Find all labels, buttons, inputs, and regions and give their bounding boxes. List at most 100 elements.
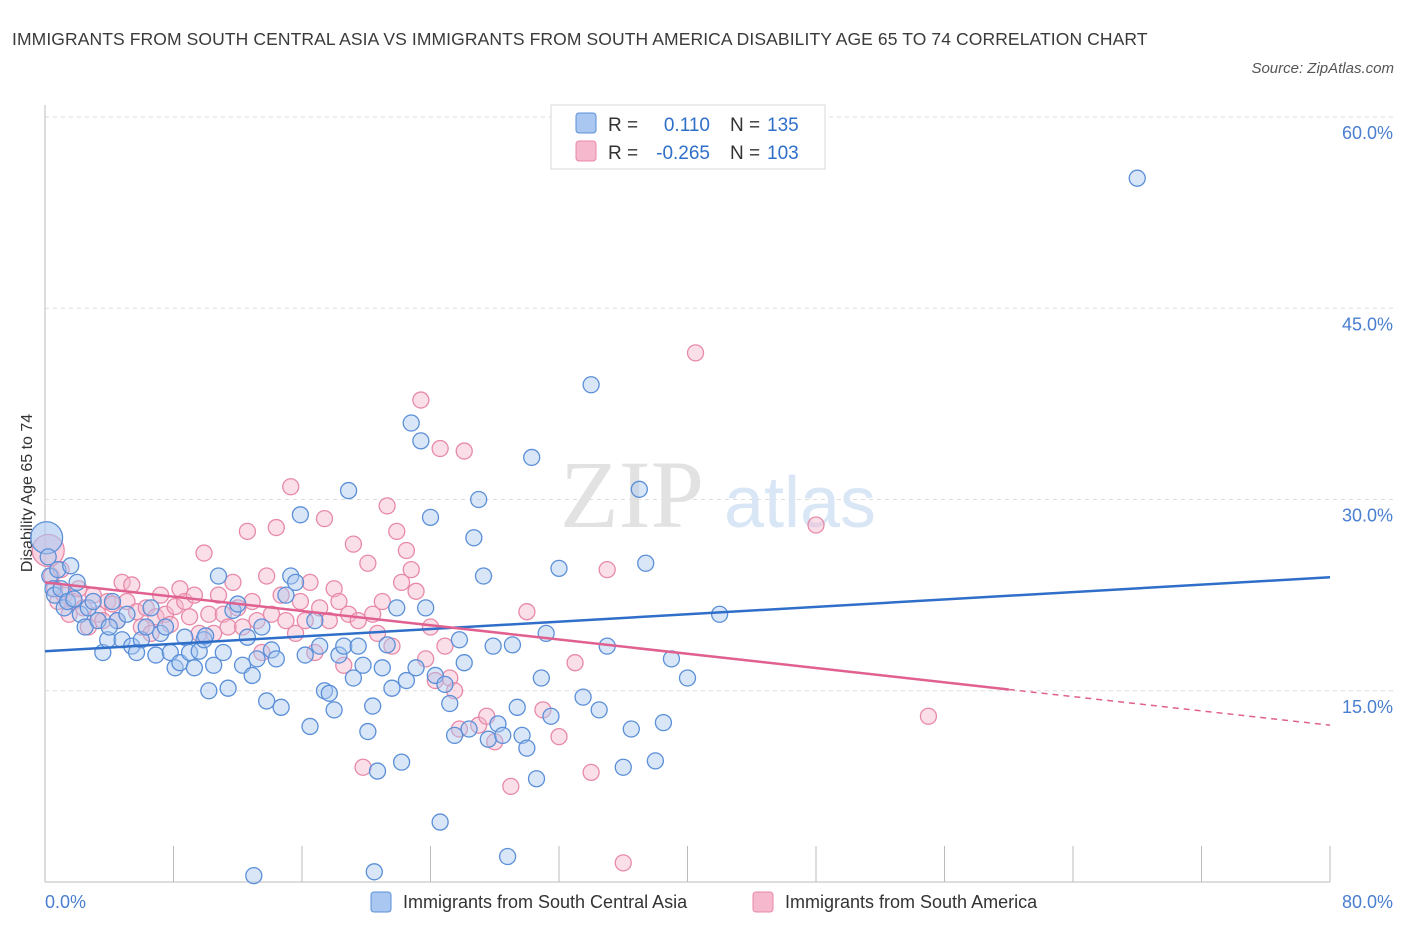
point-south-america [359, 554, 377, 572]
point-south-central-asia [301, 717, 319, 736]
point-south-central-asia [392, 753, 411, 771]
point-south-central-asia [412, 432, 430, 450]
trend-line-south-america [44, 581, 1009, 691]
y-tick-label-15: 15.0% [1342, 697, 1393, 717]
point-south-america [518, 603, 536, 621]
top-legend: R = 0.110 N = 135 R = -0.265 N = 103 [550, 104, 826, 170]
point-south-central-asia [315, 682, 334, 700]
point-south-central-asia [445, 726, 464, 745]
point-south-america [238, 522, 257, 541]
point-south-central-asia [296, 646, 314, 664]
point-south-america [258, 567, 276, 585]
point-south-central-asia [498, 847, 517, 866]
point-south-central-asia [417, 599, 435, 617]
point-south-central-asia [450, 631, 469, 649]
point-south-america [412, 391, 430, 409]
point-south-central-asia [335, 637, 353, 655]
point-south-central-asia [368, 762, 387, 780]
point-south-central-asia [407, 659, 425, 677]
point-south-central-asia [29, 521, 64, 555]
point-south-central-asia [214, 643, 232, 662]
point-south-central-asia [339, 481, 358, 500]
point-south-central-asia [637, 554, 655, 572]
legend-r-label-blue: R = [608, 115, 638, 136]
legend-box [550, 104, 826, 170]
point-south-america [200, 605, 218, 623]
point-south-central-asia [431, 813, 449, 831]
point-south-central-asia [582, 376, 600, 394]
point-south-central-asia [518, 739, 536, 757]
point-south-central-asia [678, 669, 697, 687]
point-south-central-asia [219, 679, 237, 697]
point-south-america [388, 522, 406, 541]
point-south-central-asia [84, 592, 102, 611]
point-south-america [344, 535, 363, 553]
point-south-central-asia [68, 573, 86, 592]
point-south-central-asia [100, 618, 118, 636]
point-south-central-asia [306, 611, 324, 630]
point-south-america [262, 605, 281, 623]
point-south-central-asia [65, 590, 83, 608]
bottom-legend-swatch-pink [752, 891, 774, 913]
point-south-central-asia [147, 646, 165, 664]
point-south-america [214, 605, 232, 623]
point-south-america [686, 344, 705, 362]
point-south-central-asia [62, 557, 80, 575]
point-south-central-asia [311, 637, 329, 655]
point-south-central-asia [344, 669, 363, 687]
point-south-central-asia [373, 659, 391, 677]
point-south-central-asia [590, 701, 608, 719]
bottom-legend-label-blue: Immigrants from South Central Asia [403, 892, 688, 912]
bottom-legend-label-pink: Immigrants from South America [785, 892, 1038, 912]
point-south-central-asia [39, 548, 57, 566]
point-south-america [282, 478, 300, 496]
watermark-atlas: atlas [724, 463, 876, 543]
legend-n-value-blue: 135 [767, 115, 799, 136]
point-south-america [807, 516, 825, 534]
point-south-central-asia [142, 599, 160, 617]
point-south-central-asia [156, 618, 175, 636]
x-tick-min: 0.0% [45, 892, 86, 912]
point-south-central-asia [238, 628, 257, 646]
point-south-central-asia [646, 752, 665, 770]
point-south-america [180, 608, 199, 626]
point-south-central-asia [291, 506, 310, 524]
point-south-central-asia [378, 636, 396, 654]
point-south-america [233, 618, 252, 636]
x-tick-max: 80.0% [1342, 892, 1393, 912]
grid [45, 116, 1393, 692]
point-south-america [315, 509, 334, 528]
point-south-america [209, 586, 228, 604]
point-south-central-asia [436, 675, 454, 694]
point-south-central-asia [460, 720, 478, 738]
point-south-america [301, 573, 319, 592]
point-south-america [378, 497, 396, 515]
point-south-central-asia [248, 650, 266, 668]
point-south-america [272, 586, 290, 604]
point-south-central-asia [320, 684, 338, 702]
point-south-central-asia [243, 666, 261, 685]
point-south-central-asia [118, 605, 136, 623]
point-south-central-asia [286, 573, 305, 592]
point-south-central-asia [523, 448, 541, 467]
point-south-america [320, 611, 338, 630]
point-south-america [392, 573, 411, 592]
legend-n-label-blue: N = [730, 115, 760, 136]
point-south-central-asia [196, 627, 215, 645]
point-south-america [373, 592, 391, 611]
y-tick-label-45: 45.0% [1342, 314, 1393, 334]
point-south-america [349, 611, 367, 630]
point-south-central-asia [542, 707, 560, 725]
point-south-central-asia [209, 567, 228, 585]
point-south-central-asia [132, 631, 151, 649]
series-south-central-asia [29, 169, 1146, 885]
point-south-central-asia [200, 682, 218, 700]
point-south-america [426, 671, 444, 690]
point-south-central-asia [503, 636, 522, 654]
point-south-america [445, 682, 464, 700]
point-south-america [94, 611, 112, 630]
point-south-central-asia [614, 758, 632, 776]
point-south-central-asia [325, 701, 343, 719]
point-south-america [354, 758, 372, 776]
